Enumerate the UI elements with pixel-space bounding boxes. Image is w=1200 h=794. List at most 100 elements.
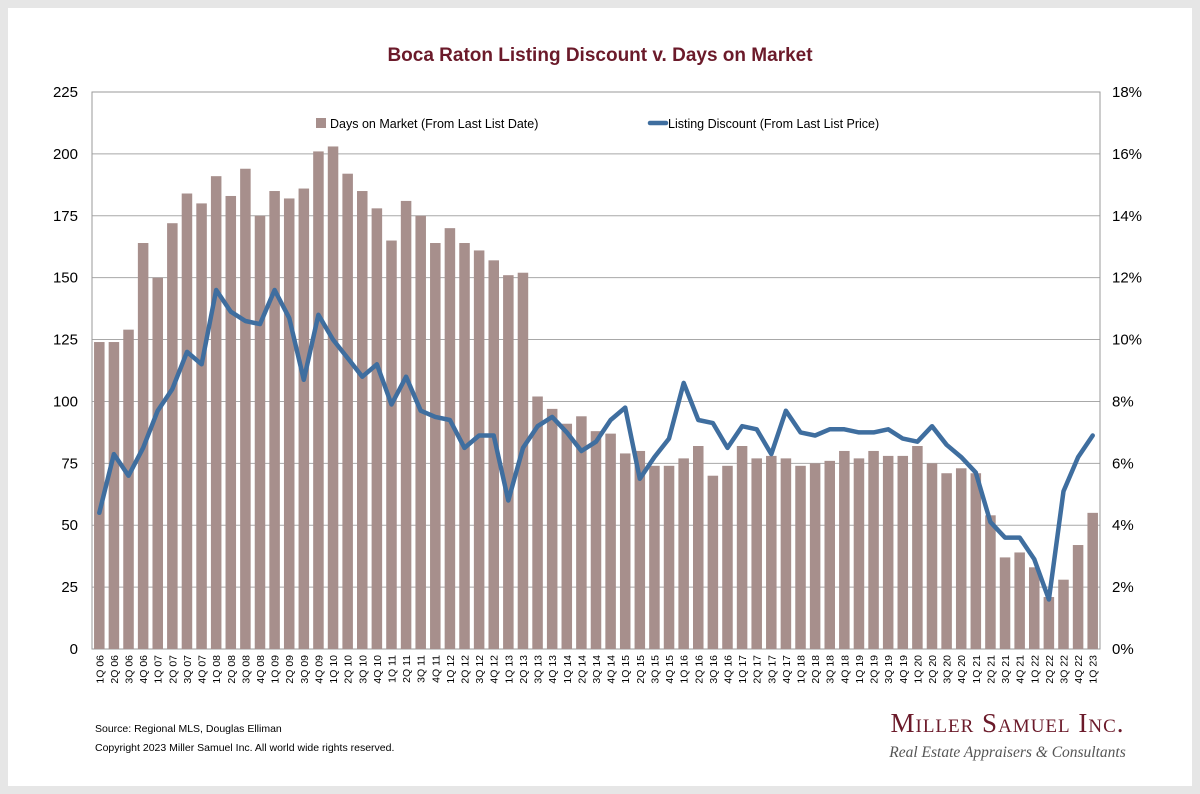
bar: [795, 465, 806, 649]
y-right-tick-label: 14%: [1112, 208, 1142, 225]
x-tick-label: 2Q 15: [635, 655, 647, 684]
bar: [882, 455, 894, 649]
bar: [473, 250, 485, 650]
bar: [1043, 597, 1055, 649]
bar: [839, 450, 850, 649]
x-tick-label: 2Q 07: [167, 655, 179, 684]
x-tick-label: 3Q 18: [825, 655, 837, 684]
y-left-tick-label: 200: [53, 146, 78, 163]
bar: [897, 455, 909, 649]
bar: [999, 557, 1011, 649]
bar: [342, 173, 353, 649]
x-tick-label: 2Q 18: [810, 655, 822, 684]
y-left-tick-label: 175: [53, 208, 78, 225]
bar: [532, 396, 543, 649]
bar: [634, 450, 646, 649]
bar: [619, 453, 631, 649]
y-right-tick-label: 2%: [1112, 579, 1134, 596]
bar: [1014, 552, 1025, 649]
bar: [970, 473, 982, 649]
x-tick-label: 4Q 14: [606, 655, 618, 684]
bar: [546, 408, 558, 649]
x-tick-label: 2Q 22: [1044, 655, 1056, 684]
x-tick-label: 3Q 06: [124, 655, 136, 684]
x-tick-label: 3Q 08: [240, 655, 252, 684]
company-logo: Miller Samuel Inc.: [890, 708, 1125, 738]
x-tick-label: 3Q 09: [299, 655, 311, 684]
bar: [824, 460, 835, 649]
bar: [590, 431, 602, 649]
bar: [751, 458, 762, 649]
x-tick-label: 3Q 07: [182, 655, 194, 684]
source-note: Source: Regional MLS, Douglas Elliman: [95, 723, 282, 735]
x-tick-label: 1Q 23: [1088, 655, 1100, 684]
bar: [108, 342, 120, 649]
y-right-tick-label: 18%: [1112, 84, 1142, 101]
x-tick-label: 1Q 18: [796, 655, 808, 684]
y-right-tick-label: 8%: [1112, 393, 1134, 410]
bar: [517, 272, 529, 649]
bar: [152, 277, 163, 649]
bar: [444, 228, 456, 649]
x-tick-label: 4Q 08: [255, 655, 267, 684]
y-right-tick-label: 4%: [1112, 517, 1134, 534]
x-tick-label: 1Q 06: [94, 655, 106, 684]
bar: [181, 193, 193, 649]
x-tick-label: 2Q 10: [343, 655, 355, 684]
x-tick-label: 4Q 22: [1073, 655, 1085, 684]
bar: [503, 275, 514, 649]
bar: [167, 223, 178, 649]
x-tick-label: 4Q 19: [898, 655, 910, 684]
bar: [1058, 579, 1069, 649]
x-tick-label: 1Q 08: [211, 655, 223, 684]
x-tick-label: 2Q 16: [693, 655, 705, 684]
bar: [254, 215, 266, 649]
bar: [386, 240, 397, 650]
y-right-tick-label: 10%: [1112, 332, 1142, 349]
y-right-tick-label: 0%: [1112, 641, 1134, 658]
x-tick-label: 2Q 06: [109, 655, 121, 684]
x-tick-label: 1Q 21: [971, 655, 983, 684]
x-tick-label: 1Q 13: [503, 655, 515, 684]
bar: [400, 200, 412, 649]
bar: [1087, 512, 1098, 649]
bar: [94, 342, 105, 649]
x-tick-label: 3Q 13: [533, 655, 545, 684]
bar: [985, 515, 996, 649]
bar: [722, 465, 733, 649]
bar: [576, 416, 587, 649]
x-tick-label: 1Q 19: [854, 655, 866, 684]
bar: [561, 423, 573, 649]
x-tick-label: 4Q 21: [1015, 655, 1027, 684]
bar: [313, 151, 324, 649]
bar: [1029, 567, 1040, 649]
x-tick-label: 2Q 20: [927, 655, 939, 684]
bar: [415, 215, 426, 649]
x-tick-label: 4Q 16: [722, 655, 734, 684]
y-left-tick-label: 25: [61, 579, 78, 596]
bar: [766, 455, 777, 649]
x-tick-label: 4Q 07: [197, 655, 209, 684]
bar: [707, 475, 719, 649]
x-tick-label: 1Q 20: [912, 655, 924, 684]
legend-label-bars: Days on Market (From Last List Date): [330, 117, 538, 131]
x-tick-label: 3Q 22: [1058, 655, 1070, 684]
x-tick-label: 1Q 22: [1029, 655, 1041, 684]
x-tick-label: 4Q 20: [956, 655, 968, 684]
bar: [693, 446, 704, 649]
x-tick-label: 2Q 11: [401, 655, 413, 683]
x-tick-label: 3Q 11: [416, 655, 428, 683]
x-tick-label: 1Q 09: [270, 655, 282, 684]
x-tick-label: 2Q 17: [752, 655, 764, 684]
bar: [780, 458, 792, 649]
y-left-tick-label: 0: [70, 641, 78, 658]
combo-chart: 0 25 50 75 100 125 150 175 200 225 0% 2% 4% 6% 8% 10% 12…: [53, 84, 1142, 684]
bar: [941, 473, 952, 649]
y-left-tick-label: 125: [53, 332, 78, 349]
x-tick-label: 4Q 15: [664, 655, 676, 684]
y-left-tick-label: 225: [53, 84, 78, 101]
x-tick-label: 1Q 16: [679, 655, 691, 684]
bar: [371, 208, 383, 649]
bar: [926, 463, 938, 649]
bar: [605, 433, 616, 649]
